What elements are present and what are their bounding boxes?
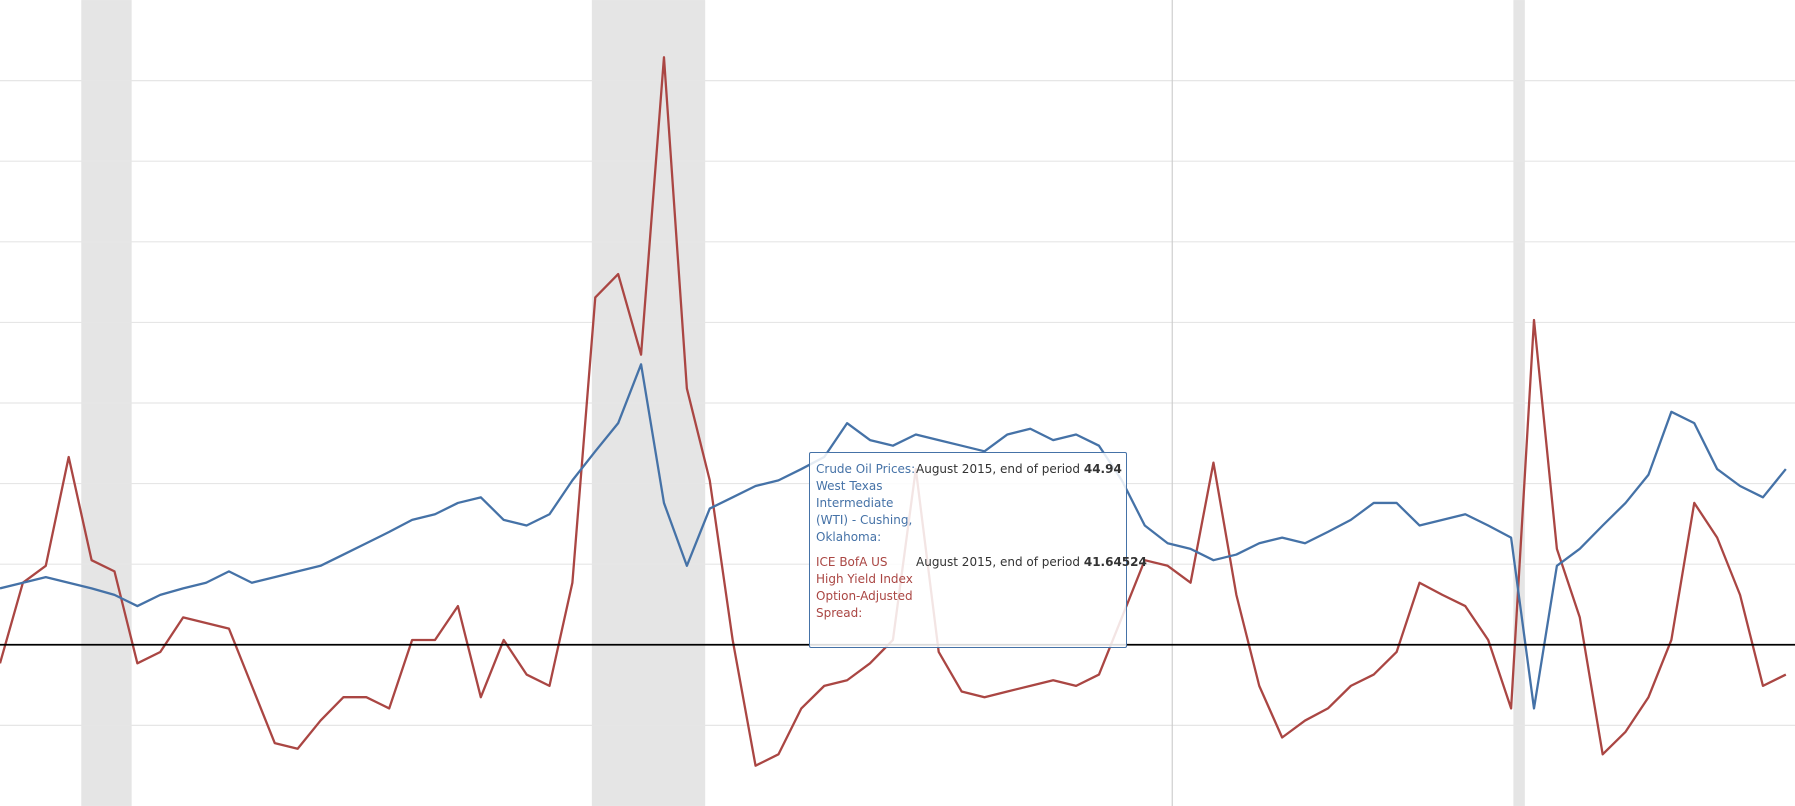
tooltip-label: ICE BofA US High Yield Index Option-Adju… xyxy=(816,555,913,620)
tooltip-detail: August 2015, end of period 41.64524 xyxy=(916,554,1147,622)
tooltip-value: 44.94 xyxy=(1083,462,1122,476)
tooltip: Crude Oil Prices: West Texas Intermediat… xyxy=(809,452,1147,648)
tooltip-date: August 2015, end of period xyxy=(916,555,1081,569)
tooltip-date: August 2015, end of period xyxy=(916,462,1081,476)
tooltip-label: Crude Oil Prices: West Texas Intermediat… xyxy=(816,462,916,544)
tooltip-detail: August 2015, end of period 44.94 xyxy=(916,461,1122,546)
tooltip-entry: Crude Oil Prices: West Texas Intermediat… xyxy=(816,461,1122,546)
tooltip-value: 41.64524 xyxy=(1083,555,1147,569)
series-line xyxy=(0,363,1787,710)
tooltip-entry: ICE BofA US High Yield Index Option-Adju… xyxy=(816,554,1147,622)
